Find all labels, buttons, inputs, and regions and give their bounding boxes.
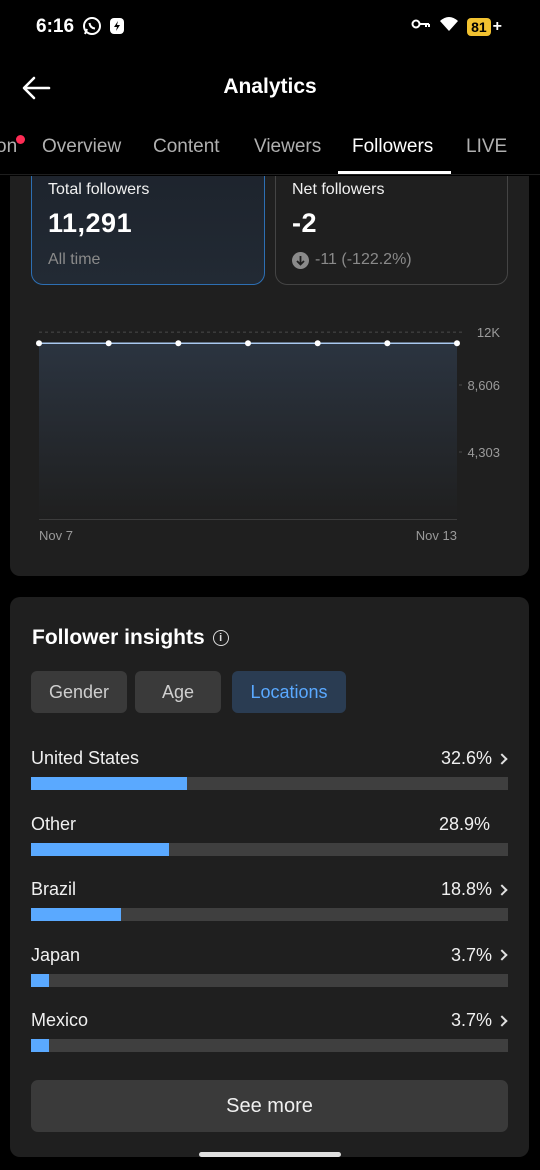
y-tick-label: 8,606 (467, 378, 500, 393)
tab-overview[interactable]: Overview (42, 136, 122, 157)
net-followers-change-text: -11 (-122.2%) (315, 251, 412, 268)
location-name: United States (31, 748, 140, 768)
net-followers-value: -2 (292, 208, 318, 238)
vpn-key-icon (411, 17, 431, 36)
battery-indicator: 81 (467, 17, 491, 36)
location-bar-track (31, 973, 508, 987)
location-name: Other (31, 813, 77, 834)
followers-overview-card: Total followers 11,291 All time Net foll… (10, 176, 529, 576)
battery-charging-plus: + (492, 17, 502, 35)
data-point (36, 340, 42, 347)
location-row: Other 28.9% (31, 814, 508, 874)
location-percent-text: 28.9% (438, 813, 490, 834)
y-tick-label: 12K (477, 325, 500, 340)
location-row[interactable]: United States 32.6% (31, 748, 508, 808)
x-tick-label: Nov 7 (39, 528, 73, 543)
location-row[interactable]: Brazil 18.8% (31, 879, 508, 939)
app-notification-icon (108, 16, 126, 41)
chip-gender[interactable]: Gender (31, 671, 127, 713)
total-followers-value: 11,291 (48, 208, 133, 238)
data-point (384, 340, 391, 347)
x-tick-label: Nov 13 (416, 528, 457, 543)
status-icons-right: 81 + (411, 16, 502, 37)
back-arrow-icon (22, 76, 51, 100)
data-point (454, 340, 460, 347)
location-percent: 28.9% (439, 814, 508, 835)
location-bar-track (31, 777, 508, 790)
tab-content[interactable]: Content (153, 136, 220, 157)
chip-locations[interactable]: Locations (232, 671, 346, 713)
location-percent-text: 18.8% (440, 879, 492, 899)
chevron-right-icon (496, 1014, 508, 1027)
data-point (245, 340, 251, 347)
location-row[interactable]: Mexico 3.7% (31, 1010, 508, 1070)
followers-chart: 4,303 8,606 12K Nov 7 Nov 13 (36, 325, 500, 543)
location-percent-text: 3.7% (450, 1010, 492, 1030)
location-percent-text: 3.7% (450, 944, 492, 965)
insights-title-text: Follower insights (32, 626, 205, 649)
total-followers-period-text: All time (48, 251, 101, 268)
tab-inspiration[interactable]: on (0, 136, 18, 157)
total-followers-period: All time (48, 251, 248, 269)
see-more-button[interactable]: See more (31, 1080, 508, 1132)
location-bar-track (31, 842, 508, 856)
insights-title: Follower insights i (32, 626, 229, 650)
total-followers-label: Total followers (48, 181, 150, 198)
location-percent: 3.7% (451, 1010, 508, 1031)
location-bar-fill (31, 842, 169, 856)
whatsapp-icon (82, 16, 102, 41)
info-icon[interactable]: i (212, 630, 229, 646)
page-title: Analytics (223, 75, 317, 98)
follower-insights-card: Follower insights i Gender Age Locations… (10, 597, 529, 1157)
chevron-right-icon (496, 752, 508, 765)
location-percent: 18.8% (441, 879, 508, 900)
tabs-divider (0, 174, 540, 175)
status-time: 6:16 (36, 16, 75, 37)
header: Analytics (0, 60, 540, 116)
status-icons-left (82, 16, 126, 41)
location-percent-text: 32.6% (440, 748, 492, 768)
notification-dot (16, 135, 25, 144)
net-followers-change: -11 (-122.2%) (292, 251, 491, 269)
data-point (105, 340, 112, 347)
data-point (175, 340, 182, 347)
chevron-right-icon (496, 883, 508, 896)
location-percent: 32.6% (441, 748, 508, 769)
net-followers-card[interactable]: Net followers -2 -11 (-122.2%) (275, 176, 508, 285)
tab-bar: on Overview Content Viewers Followers LI… (0, 122, 540, 174)
active-tab-indicator (338, 171, 451, 174)
area-fill (39, 343, 457, 519)
chip-age[interactable]: Age (135, 671, 221, 713)
location-bar-fill (31, 908, 121, 921)
data-point (314, 340, 321, 347)
location-bar-track (31, 1039, 508, 1052)
location-bar-fill (31, 1039, 49, 1052)
location-bar-fill (31, 973, 49, 987)
tab-followers[interactable]: Followers (352, 136, 434, 157)
location-name: Mexico (31, 1010, 89, 1030)
back-button[interactable] (18, 72, 54, 104)
status-bar: 6:16 81 + (0, 0, 540, 56)
chevron-right-icon (496, 949, 508, 961)
location-percent: 3.7% (451, 945, 508, 966)
location-name: Brazil (31, 879, 77, 899)
tab-live[interactable]: LIVE (466, 136, 508, 157)
wifi-icon (439, 16, 459, 37)
y-tick-label: 4,303 (467, 445, 500, 460)
location-row[interactable]: Japan 3.7% (31, 945, 508, 1005)
location-bar-fill (31, 777, 187, 790)
net-followers-label: Net followers (292, 181, 385, 198)
home-indicator[interactable] (199, 1152, 341, 1157)
location-name: Japan (31, 944, 81, 965)
arrow-down-circle-icon (292, 251, 309, 269)
total-followers-card[interactable]: Total followers 11,291 All time (31, 176, 265, 285)
location-bar-track (31, 908, 508, 921)
tab-viewers[interactable]: Viewers (254, 136, 322, 157)
